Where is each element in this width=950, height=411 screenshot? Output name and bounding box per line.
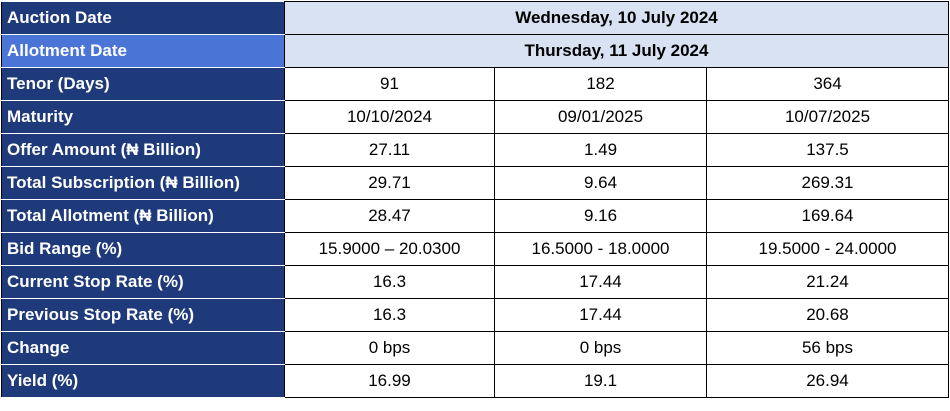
cell-182-day: 17.44 — [494, 298, 707, 332]
cell-91-day: 16.3 — [284, 298, 495, 332]
row-label: Offer Amount (₦ Billion) — [1, 133, 285, 167]
auction-results-table: Auction Date Wednesday, 10 July 2024 All… — [1, 1, 949, 398]
cell-182-day: 9.16 — [494, 199, 707, 233]
table-row: Total Subscription (₦ Billion) 29.71 9.6… — [1, 166, 949, 200]
cell-364-day: 21.24 — [706, 265, 949, 299]
cell-182-day: 17.44 — [494, 265, 707, 299]
cell-364-day: 269.31 — [706, 166, 949, 200]
cell-91-day: 16.99 — [284, 364, 495, 398]
cell-182-day: 1.49 — [494, 133, 707, 167]
cell-182-day: 182 — [494, 67, 707, 101]
cell-364-day: 169.64 — [706, 199, 949, 233]
allotment-date-label: Allotment Date — [1, 34, 285, 68]
cell-364-day: 137.5 — [706, 133, 949, 167]
cell-182-day: 16.5000 - 18.0000 — [494, 232, 707, 266]
cell-91-day: 28.47 — [284, 199, 495, 233]
table-row: Maturity 10/10/2024 09/01/2025 10/07/202… — [1, 100, 949, 134]
row-label: Maturity — [1, 100, 285, 134]
table-row: Yield (%) 16.99 19.1 26.94 — [1, 364, 949, 398]
cell-91-day: 10/10/2024 — [284, 100, 495, 134]
row-label: Current Stop Rate (%) — [1, 265, 285, 299]
table-row: Total Allotment (₦ Billion) 28.47 9.16 1… — [1, 199, 949, 233]
auction-date-value: Wednesday, 10 July 2024 — [284, 1, 949, 35]
cell-91-day: 29.71 — [284, 166, 495, 200]
auction-date-row: Auction Date Wednesday, 10 July 2024 — [1, 1, 949, 35]
cell-364-day: 10/07/2025 — [706, 100, 949, 134]
cell-182-day: 9.64 — [494, 166, 707, 200]
cell-182-day: 19.1 — [494, 364, 707, 398]
cell-91-day: 15.9000 – 20.0300 — [284, 232, 495, 266]
cell-364-day: 26.94 — [706, 364, 949, 398]
cell-91-day: 27.11 — [284, 133, 495, 167]
row-label: Bid Range (%) — [1, 232, 285, 266]
cell-91-day: 91 — [284, 67, 495, 101]
row-label: Previous Stop Rate (%) — [1, 298, 285, 332]
cell-364-day: 19.5000 - 24.0000 — [706, 232, 949, 266]
table-row: Change 0 bps 0 bps 56 bps — [1, 331, 949, 365]
row-label: Total Subscription (₦ Billion) — [1, 166, 285, 200]
table-row: Offer Amount (₦ Billion) 27.11 1.49 137.… — [1, 133, 949, 167]
table-row: Previous Stop Rate (%) 16.3 17.44 20.68 — [1, 298, 949, 332]
auction-date-label: Auction Date — [1, 1, 285, 35]
cell-364-day: 20.68 — [706, 298, 949, 332]
cell-364-day: 56 bps — [706, 331, 949, 365]
table-row: Bid Range (%) 15.9000 – 20.0300 16.5000 … — [1, 232, 949, 266]
row-label: Total Allotment (₦ Billion) — [1, 199, 285, 233]
row-label: Tenor (Days) — [1, 67, 285, 101]
cell-91-day: 16.3 — [284, 265, 495, 299]
cell-182-day: 09/01/2025 — [494, 100, 707, 134]
row-label: Change — [1, 331, 285, 365]
cell-182-day: 0 bps — [494, 331, 707, 365]
row-label: Yield (%) — [1, 364, 285, 398]
table-row: Current Stop Rate (%) 16.3 17.44 21.24 — [1, 265, 949, 299]
cell-91-day: 0 bps — [284, 331, 495, 365]
cell-364-day: 364 — [706, 67, 949, 101]
allotment-date-row: Allotment Date Thursday, 11 July 2024 — [1, 34, 949, 68]
allotment-date-value: Thursday, 11 July 2024 — [284, 34, 949, 68]
table-row: Tenor (Days) 91 182 364 — [1, 67, 949, 101]
